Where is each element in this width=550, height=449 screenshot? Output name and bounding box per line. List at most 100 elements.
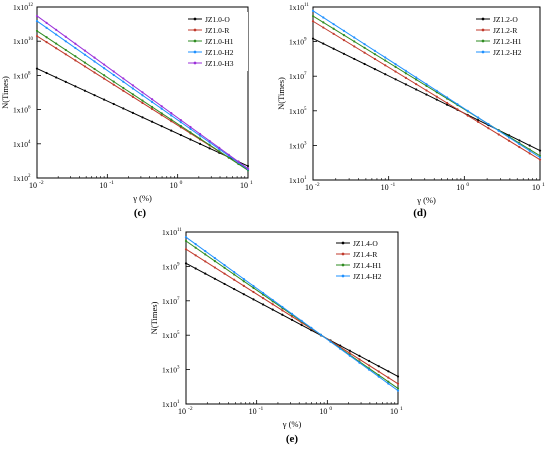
data-point xyxy=(246,167,250,170)
data-point xyxy=(261,291,265,295)
data-point xyxy=(342,29,346,32)
data-point xyxy=(396,387,400,390)
data-point xyxy=(198,132,202,136)
data-point xyxy=(446,101,449,105)
data-point xyxy=(141,99,144,102)
data-point xyxy=(252,290,255,294)
data-point xyxy=(271,308,274,311)
x-tick-label: 10 xyxy=(178,407,186,416)
data-point xyxy=(170,129,173,132)
data-point xyxy=(290,315,294,318)
data-point xyxy=(45,21,48,24)
data-point xyxy=(246,164,250,168)
y-tick-label-exponent: 8 xyxy=(28,71,31,76)
data-point xyxy=(83,89,87,92)
x-tick-label-exponent: 0 xyxy=(329,406,332,412)
data-point xyxy=(93,60,96,63)
x-tick-label: 10 xyxy=(319,407,327,416)
y-tick-label: 1x10 xyxy=(162,366,177,375)
data-point xyxy=(348,349,351,352)
data-point xyxy=(487,123,490,126)
legend-swatch-marker xyxy=(341,252,345,256)
data-point xyxy=(198,142,202,145)
legend-swatch-marker xyxy=(341,241,345,245)
data-point xyxy=(223,263,226,267)
data-point xyxy=(339,347,342,350)
data-point xyxy=(198,137,202,140)
data-point xyxy=(208,139,211,143)
data-point xyxy=(353,40,356,43)
legend-swatch-marker xyxy=(341,263,345,267)
data-point xyxy=(213,277,217,280)
y-tick-label-exponent: 12 xyxy=(28,3,34,8)
x-tick-label: 10 xyxy=(532,183,540,192)
data-point xyxy=(179,121,182,124)
data-point xyxy=(528,144,531,147)
data-point xyxy=(310,326,313,329)
data-point xyxy=(189,131,192,134)
legend-entry: JZ1.2-H2 xyxy=(493,48,522,57)
x-tick-label-exponent: -1 xyxy=(391,182,396,188)
legend-swatch-marker xyxy=(481,50,485,54)
legend-swatch-marker xyxy=(193,28,197,32)
data-point xyxy=(233,278,236,281)
data-point xyxy=(358,354,361,357)
data-point xyxy=(538,149,542,152)
data-point xyxy=(198,134,202,137)
panel-label: (d) xyxy=(413,207,427,219)
y-tick-label-exponent: 1 xyxy=(177,400,180,405)
x-tick-label-exponent: -1 xyxy=(109,180,114,186)
data-point xyxy=(35,19,39,23)
data-point xyxy=(170,112,173,115)
data-point xyxy=(233,273,236,276)
data-point xyxy=(281,305,284,309)
data-point xyxy=(394,78,397,81)
data-point xyxy=(353,36,356,39)
data-point xyxy=(396,375,400,378)
y-tick-label-exponent: 7 xyxy=(304,72,307,77)
data-point xyxy=(311,37,315,40)
data-point xyxy=(35,29,39,33)
x-tick-label-exponent: 1 xyxy=(400,406,403,412)
data-point xyxy=(112,73,115,77)
data-point xyxy=(353,57,356,61)
y-axis-label: N(Times) xyxy=(149,301,159,334)
data-point xyxy=(45,71,48,75)
x-tick-label: 10 xyxy=(240,181,248,190)
data-point xyxy=(476,118,480,122)
data-point xyxy=(213,257,217,260)
y-tick-label-exponent: 3 xyxy=(177,366,180,371)
data-point xyxy=(179,124,182,128)
data-point xyxy=(425,89,428,92)
data-point xyxy=(311,9,315,12)
data-point xyxy=(281,313,284,316)
data-point xyxy=(377,370,380,373)
y-tick-label: 1x10 xyxy=(289,141,304,150)
data-point xyxy=(184,262,188,265)
x-tick-label: 10 xyxy=(249,407,257,416)
x-axis-label: γ (%) xyxy=(282,419,302,429)
data-point xyxy=(170,118,173,121)
data-point xyxy=(538,156,542,159)
x-tick-label: 10 xyxy=(381,183,389,192)
data-point xyxy=(233,270,236,274)
data-point xyxy=(300,323,303,327)
x-tick-label-exponent: 1 xyxy=(250,180,253,186)
data-point xyxy=(387,370,390,373)
data-point xyxy=(363,46,366,49)
data-point xyxy=(160,112,163,115)
data-point xyxy=(348,354,351,357)
data-point xyxy=(93,94,96,97)
legend-entry: JZ1.4-O xyxy=(353,239,378,248)
data-point xyxy=(404,83,407,86)
data-point xyxy=(189,138,192,141)
data-point xyxy=(435,89,438,92)
data-point xyxy=(194,243,197,246)
data-point xyxy=(538,154,542,157)
data-point xyxy=(487,127,490,130)
data-point xyxy=(189,125,192,129)
data-point xyxy=(456,103,459,106)
data-point xyxy=(150,98,154,101)
data-point xyxy=(160,107,163,110)
